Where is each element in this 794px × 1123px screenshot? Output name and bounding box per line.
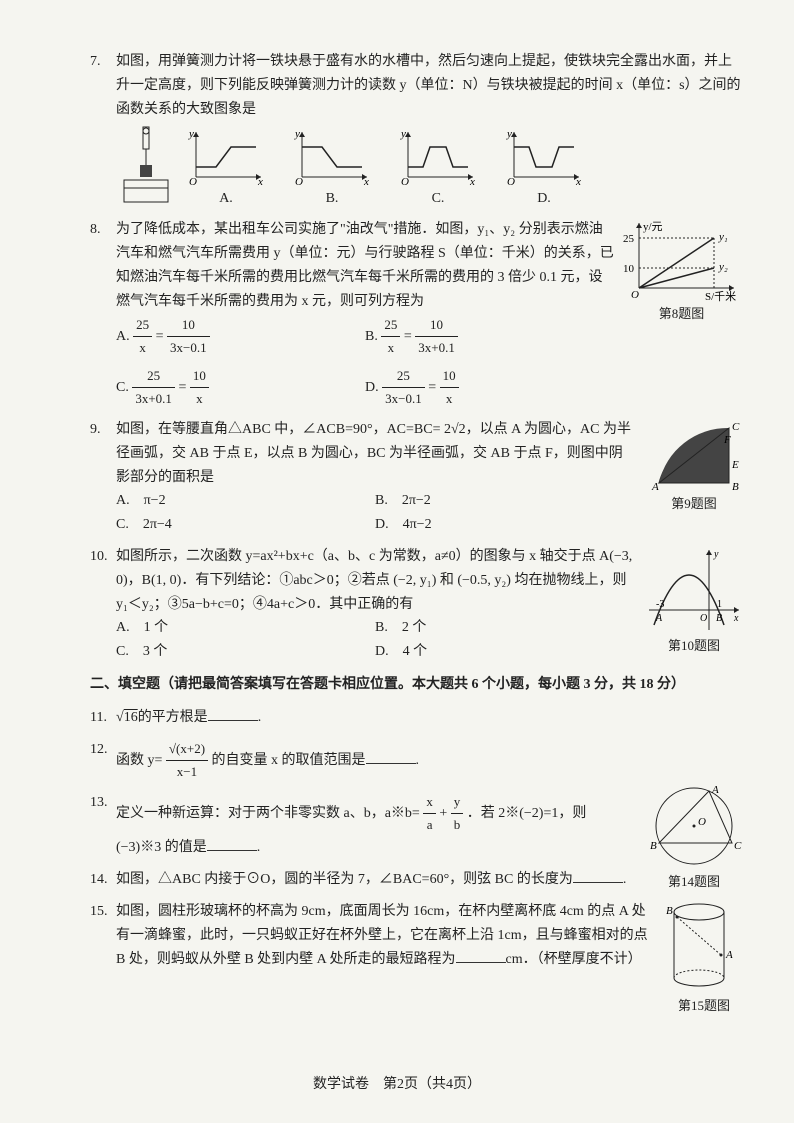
svg-text:y: y: [713, 549, 719, 560]
q8-optC: C. 253x+0.1 = 10x: [116, 365, 365, 410]
svg-text:y₂: y₂: [718, 261, 728, 273]
q9-optC: C. 2π−4: [116, 513, 375, 537]
svg-text:25: 25: [623, 233, 635, 245]
q8-optA: A. 25x = 103x−0.1: [116, 314, 365, 359]
svg-text:O: O: [700, 613, 707, 624]
q9-optB: B. 2π−2: [375, 489, 634, 513]
q14-number: 14.: [90, 868, 116, 892]
q7-optA: A.: [186, 187, 266, 211]
svg-text:x: x: [575, 176, 581, 187]
q10-optD: D. 4 个: [375, 640, 634, 664]
svg-text:y₁: y₁: [718, 231, 728, 243]
question-8: 8. 为了降低成本，某出租车公司实施了"油改气"措施．如图，y₁、y₂ 分别表示…: [90, 218, 744, 410]
q7-optB: B.: [292, 187, 372, 211]
svg-text:y: y: [506, 128, 512, 140]
q12-number: 12.: [90, 738, 116, 783]
svg-text:O: O: [401, 176, 409, 187]
q7-number: 7.: [90, 50, 116, 210]
q11-blank: [208, 706, 258, 721]
q7-apparatus-figure: [116, 125, 176, 210]
svg-text:A: A: [651, 481, 659, 493]
svg-text:A: A: [655, 613, 663, 624]
q7-graph-c: y x O: [398, 127, 478, 187]
q11-number: 11.: [90, 706, 116, 730]
q15-blank: [456, 948, 506, 963]
svg-text:y: y: [400, 128, 406, 140]
svg-text:O: O: [295, 176, 303, 187]
q10-optA: A. 1 个: [116, 616, 375, 640]
q7-optD: D.: [504, 187, 584, 211]
svg-text:B: B: [666, 905, 673, 917]
q9-optD: D. 4π−2: [375, 513, 634, 537]
q7-graph-a: y x O: [186, 127, 266, 187]
svg-text:A: A: [725, 949, 733, 961]
q7-optC: C.: [398, 187, 478, 211]
question-15: 15. 如图，圆柱形玻璃杯的杯高为 9cm，底面周长为 16cm，在杯内壁离杯底…: [90, 900, 744, 971]
q7-graph-b: y x O: [292, 127, 372, 187]
q13-number: 13.: [90, 791, 116, 860]
q9-fig-label: 第9题图: [644, 493, 744, 515]
svg-text:x: x: [733, 613, 739, 624]
svg-text:O: O: [698, 816, 706, 828]
q10-number: 10.: [90, 545, 116, 664]
q8-optB: B. 25x = 103x+0.1: [365, 314, 614, 359]
svg-text:E: E: [731, 459, 739, 471]
q15-figure: B A: [664, 900, 734, 995]
question-10: 10. 如图所示，二次函数 y=ax²+bx+c（a、b、c 为常数，a≠0）的…: [90, 545, 744, 664]
question-9: 9. 如图，在等腰直角△ABC 中，∠ACB=90°，AC=BC= 2√2，以点…: [90, 418, 744, 537]
svg-text:O: O: [189, 176, 197, 187]
svg-text:C: C: [732, 421, 740, 433]
svg-text:y: y: [294, 128, 300, 140]
question-13: 13. 定义一种新运算：对于两个非零实数 a、b，a※b= xa + yb ．若…: [90, 791, 744, 860]
svg-text:-3: -3: [656, 599, 664, 610]
svg-text:F: F: [723, 434, 731, 446]
q8-optD: D. 253x−0.1 = 10x: [365, 365, 614, 410]
svg-text:y: y: [188, 128, 194, 140]
q9-number: 9.: [90, 418, 116, 537]
q10-figure: A B -3 1 O x y: [644, 545, 744, 635]
q8-fig-label: 第8题图: [619, 303, 744, 325]
q15-number: 15.: [90, 900, 116, 971]
q14-blank: [573, 868, 623, 883]
svg-text:y/元: y/元: [643, 221, 663, 233]
q9-figure: A B C E F: [644, 418, 744, 493]
question-11: 11. √16的平方根是.: [90, 706, 744, 730]
q8-number: 8.: [90, 218, 116, 410]
svg-text:A: A: [711, 784, 719, 796]
svg-text:B: B: [732, 481, 739, 493]
svg-text:O: O: [507, 176, 515, 187]
q8-figure: y/元 S/千米 25 10 y₁ y₂ O: [619, 218, 744, 303]
svg-text:B: B: [716, 613, 722, 624]
svg-text:C: C: [734, 840, 742, 852]
q10-optC: C. 3 个: [116, 640, 375, 664]
q7-text: 如图，用弹簧测力计将一铁块悬于盛有水的水槽中，然后匀速向上提起，使铁块完全露出水…: [116, 50, 744, 121]
section-2-title: 二、填空题（请把最简答案填写在答题卡相应位置。本大题共 6 个小题，每小题 3 …: [90, 674, 744, 696]
q12-blank: [366, 749, 416, 764]
page-footer: 数学试卷 第2页（共4页）: [0, 1073, 794, 1093]
q13-blank: [207, 836, 257, 851]
svg-text:x: x: [257, 176, 263, 187]
question-14: 14. 如图，△ABC 内接于⊙O，圆的半径为 7，∠BAC=60°，则弦 BC…: [90, 868, 744, 892]
q7-graph-d: y x O: [504, 127, 584, 187]
svg-text:B: B: [650, 840, 657, 852]
svg-text:1: 1: [717, 599, 722, 610]
q15-fig-label: 第15题图: [664, 995, 744, 1017]
q10-optB: B. 2 个: [375, 616, 634, 640]
svg-text:S/千米: S/千米: [705, 290, 736, 303]
svg-text:O: O: [631, 289, 639, 301]
q14-figure: A B C O: [644, 781, 744, 871]
q9-optA: A. π−2: [116, 489, 375, 513]
svg-text:x: x: [469, 176, 475, 187]
question-7: 7. 如图，用弹簧测力计将一铁块悬于盛有水的水槽中，然后匀速向上提起，使铁块完全…: [90, 50, 744, 210]
svg-text:10: 10: [623, 263, 635, 275]
svg-text:x: x: [363, 176, 369, 187]
q10-fig-label: 第10题图: [644, 635, 744, 657]
question-12: 12. 函数 y= √(x+2)x−1 的自变量 x 的取值范围是.: [90, 738, 744, 783]
